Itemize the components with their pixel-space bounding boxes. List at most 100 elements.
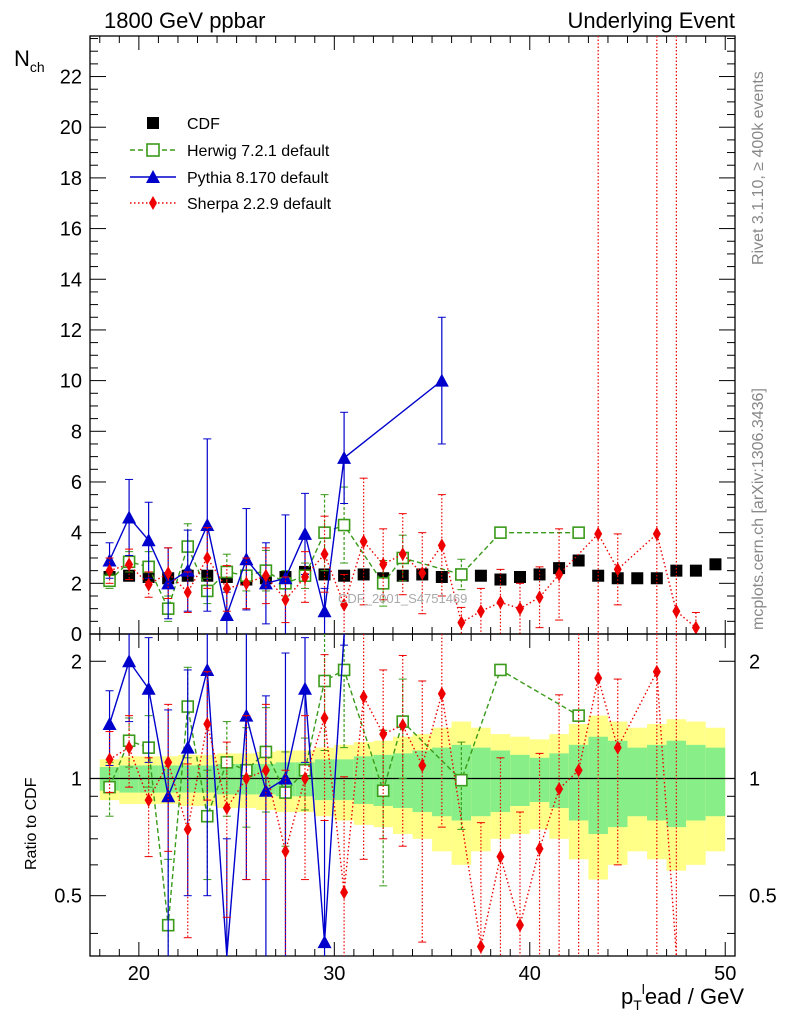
data-point-diamond — [125, 557, 134, 572]
data-point-diamond — [437, 686, 446, 701]
data-point-triangle — [141, 533, 156, 547]
data-point-diamond — [594, 671, 603, 686]
data-point-diamond — [320, 547, 329, 562]
data-point-diamond — [242, 771, 251, 786]
legend-label-pythia: Pythia 8.170 default — [187, 170, 329, 187]
band-inner — [666, 740, 687, 828]
data-point-triangle — [258, 783, 273, 797]
data-point-diamond — [594, 526, 603, 541]
band-inner — [607, 740, 628, 828]
data-point-diamond — [457, 615, 466, 630]
data-point-diamond — [203, 717, 212, 732]
data-point-diamond — [340, 597, 349, 612]
legend-label-sherpa: Sherpa 2.2.9 default — [187, 196, 332, 213]
band-inner — [412, 750, 433, 813]
main-y-tick-label: 22 — [60, 67, 82, 89]
data-point-triangle — [219, 607, 234, 621]
data-point-diamond — [320, 710, 329, 725]
data-point-diamond — [555, 567, 564, 582]
header-right-title: Underlying Event — [567, 8, 735, 33]
data-point-open-square — [337, 518, 351, 532]
band-inner — [568, 744, 589, 821]
data-point-triangle — [102, 717, 117, 731]
series-line — [109, 524, 579, 611]
data-point-diamond — [301, 771, 309, 786]
data-point-diamond — [379, 557, 388, 572]
data-point-square — [709, 558, 722, 571]
band-inner — [627, 747, 648, 817]
data-point-square — [318, 568, 331, 581]
main-panel: 0 2 4 6 8 10 12 14 16 18 20 22 — [60, 35, 736, 646]
data-point-open-square — [220, 565, 234, 579]
data-point-square — [670, 564, 683, 577]
data-point-diamond — [418, 758, 427, 773]
data-point-square — [123, 569, 136, 582]
series-line — [108, 380, 443, 618]
x-tick-label: 50 — [714, 963, 736, 985]
data-point-triangle — [180, 563, 195, 577]
main-y-tick-label: 2 — [71, 573, 82, 595]
legend-label-herwig: Herwig 7.2.1 default — [187, 143, 330, 160]
band-inner — [471, 747, 491, 817]
data-point-diamond — [125, 740, 134, 755]
ratio-y-tick-label-right: 2 — [749, 651, 760, 673]
ratio-y-tick-label-right: 0.5 — [749, 886, 777, 908]
data-point-diamond — [164, 566, 173, 581]
data-point-open-square — [376, 577, 390, 590]
band-inner — [686, 744, 706, 821]
data-point-square — [494, 573, 507, 586]
data-point-diamond — [105, 563, 114, 578]
data-point-diamond — [359, 534, 368, 549]
legend-label-cdf: CDF — [187, 116, 220, 133]
data-point-open-square — [220, 756, 234, 769]
data-point-open-square — [572, 526, 585, 539]
series-line — [108, 668, 579, 926]
data-point-diamond — [164, 755, 173, 770]
data-point-triangle — [141, 681, 156, 695]
main-y-tick-label: 16 — [60, 219, 82, 241]
data-point-open-square — [494, 526, 507, 539]
main-y-tick-label: 6 — [71, 472, 82, 494]
data-point-diamond — [672, 604, 681, 619]
data-point-diamond — [222, 800, 231, 815]
data-point-diamond — [144, 577, 153, 592]
x-axis-label-p: p — [621, 984, 633, 1009]
x-axis-label: pTlead / GeV — [621, 981, 744, 1013]
data-point-triangle — [122, 510, 137, 524]
data-point-diamond — [222, 581, 231, 596]
x-axis-label-sup: l — [642, 981, 645, 997]
data-point-diamond — [613, 740, 622, 755]
data-point-diamond — [261, 568, 270, 583]
main-y-tick-label: 20 — [60, 117, 82, 139]
band-inner — [510, 754, 530, 806]
legend-marker-herwig — [146, 143, 160, 157]
main-y-tick-label: 14 — [60, 269, 82, 291]
main-y-tick-label: 4 — [71, 523, 82, 545]
data-point-square — [611, 572, 624, 585]
main-y-tick-label: 18 — [60, 168, 82, 190]
data-point-diamond — [203, 550, 212, 565]
data-point-square — [514, 570, 526, 583]
legend-marker-pythia — [146, 170, 160, 183]
data-point-open-square — [455, 773, 468, 787]
data-point-diamond — [359, 689, 368, 704]
x-axis-label-sub: T — [633, 997, 642, 1013]
data-point-diamond — [183, 585, 192, 600]
data-point-diamond — [476, 604, 485, 619]
data-point-diamond — [301, 569, 309, 584]
data-point-diamond — [652, 664, 661, 679]
data-point-triangle — [317, 935, 332, 949]
side-label-rivet: Rivet 3.1.10, ≥ 400k events — [750, 71, 767, 265]
watermark: CDF_2001_S4751469 — [338, 591, 467, 606]
legend: CDF Herwig 7.2.1 default Pythia 8.170 de… — [130, 116, 332, 213]
band-inner — [705, 747, 726, 817]
data-point-triangle — [337, 450, 352, 464]
data-point-square — [357, 568, 370, 581]
data-point-diamond — [535, 590, 544, 605]
data-point-square — [650, 572, 663, 585]
x-axis-label-rest: ead / GeV — [645, 984, 744, 1009]
band-inner — [392, 753, 413, 808]
band-inner — [549, 753, 569, 808]
data-point-diamond — [555, 781, 564, 796]
